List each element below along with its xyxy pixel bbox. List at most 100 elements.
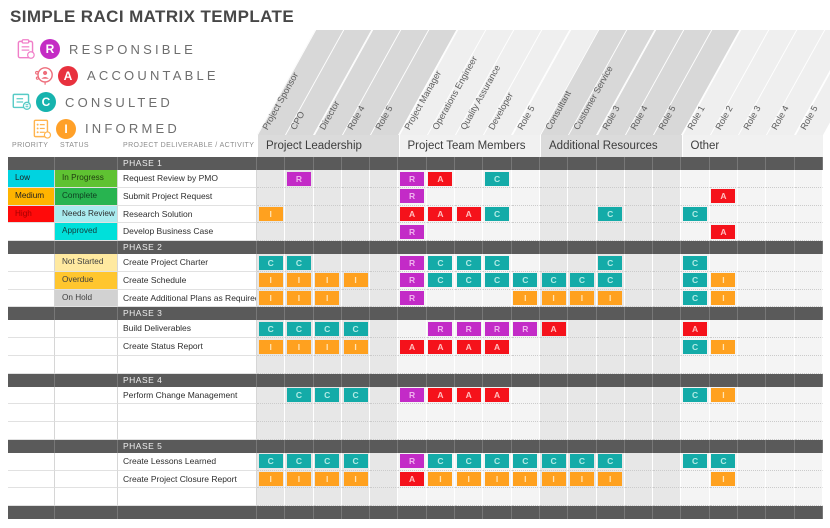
raci-cell[interactable]: I xyxy=(285,289,314,308)
raci-cell[interactable] xyxy=(257,404,286,422)
raci-cell[interactable] xyxy=(794,355,823,374)
raci-cell[interactable] xyxy=(341,404,371,422)
raci-cell[interactable] xyxy=(766,470,795,489)
raci-cell[interactable] xyxy=(483,223,512,241)
status-cell[interactable] xyxy=(55,488,118,506)
raci-cell[interactable] xyxy=(624,223,654,241)
raci-cell[interactable] xyxy=(426,355,456,374)
raci-cell[interactable] xyxy=(539,488,569,506)
raci-cell[interactable]: C xyxy=(426,254,456,272)
raci-cell[interactable] xyxy=(681,187,710,206)
raci-cell[interactable]: R xyxy=(398,170,427,188)
raci-cell[interactable]: C xyxy=(455,271,484,290)
raci-cell[interactable] xyxy=(398,488,427,506)
raci-cell[interactable]: A xyxy=(398,470,427,489)
raci-cell[interactable] xyxy=(483,187,512,206)
status-cell[interactable] xyxy=(55,355,118,374)
status-cell[interactable] xyxy=(55,320,118,338)
raci-cell[interactable] xyxy=(738,355,767,374)
raci-cell[interactable] xyxy=(766,404,795,422)
raci-cell[interactable]: R xyxy=(398,386,427,405)
priority-cell[interactable] xyxy=(8,271,55,290)
raci-cell[interactable] xyxy=(313,355,342,374)
raci-cell[interactable] xyxy=(596,320,625,338)
raci-cell[interactable]: A xyxy=(709,223,739,241)
raci-cell[interactable]: C xyxy=(681,452,710,471)
raci-cell[interactable] xyxy=(653,223,682,241)
raci-cell[interactable] xyxy=(653,422,682,440)
raci-cell[interactable] xyxy=(738,422,767,440)
raci-cell[interactable] xyxy=(766,170,795,188)
raci-cell[interactable] xyxy=(794,205,823,224)
raci-cell[interactable] xyxy=(738,488,767,506)
raci-cell[interactable]: I xyxy=(596,470,625,489)
raci-cell[interactable] xyxy=(426,289,456,308)
raci-cell[interactable] xyxy=(370,187,399,206)
raci-cell[interactable] xyxy=(624,338,654,356)
raci-cell[interactable]: R xyxy=(426,320,456,338)
raci-cell[interactable] xyxy=(483,422,512,440)
raci-cell[interactable] xyxy=(370,470,399,489)
priority-cell[interactable] xyxy=(8,452,55,471)
raci-cell[interactable] xyxy=(370,271,399,290)
raci-cell[interactable]: I xyxy=(313,470,342,489)
status-cell[interactable] xyxy=(55,338,118,356)
raci-cell[interactable] xyxy=(341,205,371,224)
activity-cell[interactable] xyxy=(118,422,257,440)
raci-cell[interactable]: C xyxy=(455,254,484,272)
raci-cell[interactable] xyxy=(653,320,682,338)
raci-cell[interactable]: C xyxy=(596,271,625,290)
raci-cell[interactable] xyxy=(483,488,512,506)
raci-cell[interactable] xyxy=(341,289,371,308)
raci-cell[interactable] xyxy=(709,254,739,272)
raci-cell[interactable]: A xyxy=(539,320,569,338)
raci-cell[interactable]: I xyxy=(709,271,739,290)
raci-cell[interactable]: I xyxy=(285,470,314,489)
raci-cell[interactable]: R xyxy=(511,320,540,338)
raci-cell[interactable]: R xyxy=(285,170,314,188)
raci-cell[interactable] xyxy=(738,254,767,272)
priority-cell[interactable]: High xyxy=(8,205,55,224)
raci-cell[interactable] xyxy=(313,205,342,224)
raci-cell[interactable]: I xyxy=(539,289,569,308)
priority-cell[interactable] xyxy=(8,289,55,308)
raci-cell[interactable]: C xyxy=(455,452,484,471)
raci-cell[interactable]: A xyxy=(426,205,456,224)
raci-cell[interactable] xyxy=(426,404,456,422)
raci-cell[interactable]: I xyxy=(511,289,540,308)
raci-cell[interactable] xyxy=(539,187,569,206)
raci-cell[interactable] xyxy=(511,404,540,422)
raci-cell[interactable]: I xyxy=(568,289,597,308)
raci-cell[interactable]: I xyxy=(426,470,456,489)
raci-cell[interactable] xyxy=(766,422,795,440)
status-cell[interactable] xyxy=(55,386,118,405)
priority-cell[interactable] xyxy=(8,422,55,440)
status-cell[interactable]: Complete xyxy=(55,187,118,206)
raci-cell[interactable] xyxy=(370,205,399,224)
raci-cell[interactable] xyxy=(766,320,795,338)
priority-cell[interactable] xyxy=(8,355,55,374)
raci-cell[interactable] xyxy=(596,170,625,188)
priority-cell[interactable] xyxy=(8,386,55,405)
raci-cell[interactable]: C xyxy=(568,452,597,471)
raci-cell[interactable] xyxy=(398,320,427,338)
raci-cell[interactable] xyxy=(511,386,540,405)
raci-cell[interactable] xyxy=(568,355,597,374)
raci-cell[interactable] xyxy=(624,355,654,374)
raci-cell[interactable] xyxy=(653,254,682,272)
raci-cell[interactable] xyxy=(794,452,823,471)
raci-cell[interactable] xyxy=(370,320,399,338)
raci-cell[interactable] xyxy=(483,289,512,308)
raci-cell[interactable] xyxy=(624,470,654,489)
raci-cell[interactable] xyxy=(596,355,625,374)
raci-cell[interactable] xyxy=(738,187,767,206)
raci-cell[interactable] xyxy=(709,422,739,440)
raci-cell[interactable] xyxy=(624,404,654,422)
raci-cell[interactable] xyxy=(341,170,371,188)
raci-cell[interactable] xyxy=(341,223,371,241)
raci-cell[interactable] xyxy=(681,223,710,241)
raci-cell[interactable] xyxy=(653,289,682,308)
raci-cell[interactable] xyxy=(766,223,795,241)
raci-cell[interactable]: I xyxy=(313,338,342,356)
raci-cell[interactable] xyxy=(738,386,767,405)
